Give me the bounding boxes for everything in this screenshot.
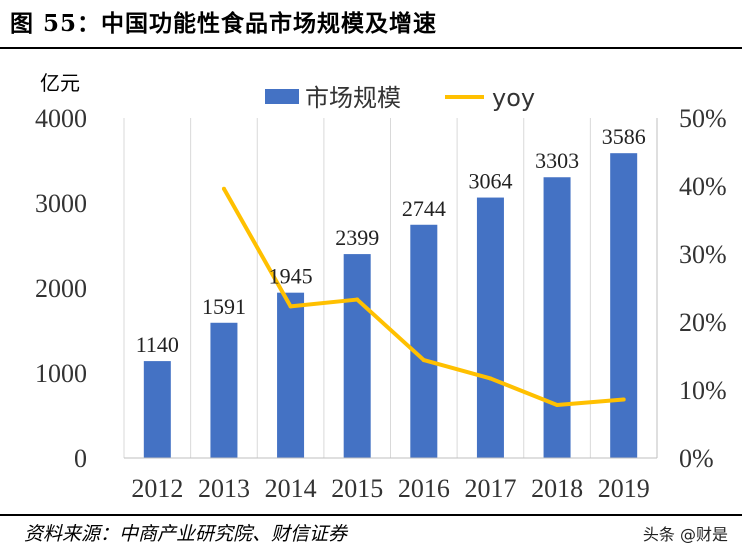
line-series (221, 186, 626, 407)
bar-2012 (143, 361, 171, 458)
y2-tick-label: 0% (679, 444, 714, 473)
chart: 1140 1591 1945 2399 2744 3064 3303 3586 0 1000 20… (35, 71, 727, 503)
data-labels: 1140 1591 1945 2399 2744 3064 3303 3586 (136, 124, 646, 357)
y2-tick-label: 20% (679, 308, 727, 337)
yoy-point-2014 (288, 304, 293, 309)
y2-tick-label: 40% (679, 172, 727, 201)
data-label-2017: 3064 (468, 169, 512, 194)
bar-2014 (277, 292, 305, 458)
title-rule (0, 47, 742, 49)
bar-2019 (610, 153, 638, 458)
yoy-point-2015 (355, 297, 360, 302)
y-axis-unit: 亿元 (40, 71, 80, 95)
x-tick-label: 2016 (398, 474, 450, 503)
legend-line-label: yoy (492, 84, 535, 112)
legend[interactable]: 市场规模 yoy (265, 84, 535, 112)
yoy-point-2016 (421, 358, 426, 363)
legend-bar-label: 市场规模 (305, 84, 401, 112)
axes: 0 1000 2000 3000 4000 亿元 0% 10% 20% 30% 40% 50% 2012… (35, 71, 727, 503)
yoy-point-2019 (621, 397, 626, 402)
yoy-point-2017 (488, 376, 493, 381)
bar-2015 (343, 254, 371, 458)
y-tick-label: 2000 (35, 274, 87, 303)
yoy-point-2018 (555, 402, 560, 407)
bar-series (143, 153, 638, 458)
y2-tick-label: 50% (679, 104, 727, 133)
y-tick-label: 1000 (35, 359, 87, 388)
y2-tick-label: 30% (679, 240, 727, 269)
bar-2017 (476, 197, 504, 458)
data-label-2014: 1945 (269, 264, 313, 289)
data-label-2018: 3303 (535, 148, 579, 173)
yoy-point-2013 (221, 186, 226, 191)
x-tick-label: 2013 (198, 474, 250, 503)
x-tick-label: 2014 (265, 474, 317, 503)
x-tick-label: 2012 (131, 474, 183, 503)
watermark: 头条 @财是 (642, 525, 728, 544)
data-label-2012: 1140 (136, 332, 179, 357)
legend-bar-swatch (265, 89, 299, 104)
y-tick-label: 3000 (35, 189, 87, 218)
footer-rule (0, 514, 742, 516)
x-tick-label: 2015 (331, 474, 383, 503)
bar-2018 (543, 177, 571, 458)
figure-title: 图 55：中国功能性食品市场规模及增速 (10, 10, 438, 37)
data-label-2016: 2744 (402, 196, 446, 221)
x-tick-label: 2017 (464, 474, 516, 503)
y2-tick-label: 10% (679, 376, 727, 405)
data-label-2019: 3586 (602, 124, 646, 149)
source-note: 资料来源：中商产业研究院、财信证券 (24, 523, 348, 545)
y-tick-label: 0 (74, 444, 87, 473)
bar-2016 (410, 224, 438, 458)
x-tick-label: 2018 (531, 474, 583, 503)
x-tick-label: 2019 (598, 474, 650, 503)
data-label-2013: 1591 (202, 294, 246, 319)
y-tick-label: 4000 (35, 104, 87, 133)
data-label-2015: 2399 (335, 225, 379, 250)
bar-2013 (210, 322, 238, 458)
